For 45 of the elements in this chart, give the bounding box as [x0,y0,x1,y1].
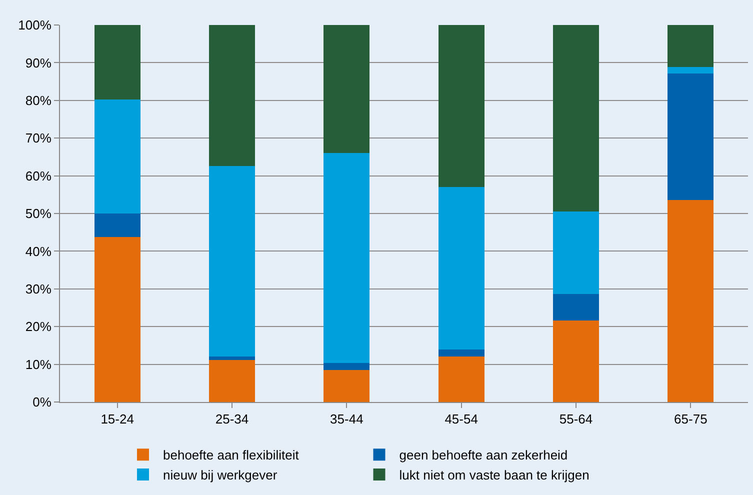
bar [324,370,370,402]
bar [94,236,140,402]
bar [324,153,370,364]
legend-label: nieuw bij werkgever [163,468,278,483]
bar [668,66,714,74]
y-tick-label: 80% [25,92,52,108]
bar [94,100,140,214]
y-tick-label: 100% [18,18,52,33]
bar [553,294,599,321]
legend-label: behoefte aan flexibiliteit [163,448,300,463]
bar [668,25,714,67]
bar [324,363,370,370]
bar [324,25,370,154]
legend-label: geen behoefte aan zekerheid [399,448,568,463]
x-tick-label: 45-54 [444,412,478,427]
bar [209,25,255,166]
y-tick-label: 0% [32,394,52,410]
legend-label: lukt niet om vaste baan te krijgen [399,468,590,483]
bar [553,25,599,212]
bar [668,200,714,402]
bar [438,350,484,356]
bar [553,212,599,294]
bar [438,356,484,402]
y-tick-label: 70% [25,130,52,146]
y-tick-label: 10% [25,356,52,372]
bar [438,25,484,188]
bar [438,187,484,350]
bar [668,74,714,200]
y-tick-label: 50% [25,206,52,222]
y-tick-label: 60% [25,168,52,184]
bar [94,214,140,237]
y-tick-label: 30% [25,281,52,296]
y-tick-label: 90% [25,55,52,70]
bar [553,320,599,402]
x-tick-label: 55-64 [559,412,593,427]
bar [94,25,140,100]
y-tick-label: 40% [25,244,52,259]
x-tick-label: 65-75 [674,412,708,427]
x-tick-label: 15-24 [100,412,134,427]
bar [209,356,255,360]
bar [209,360,255,402]
y-tick-label: 20% [25,319,52,334]
x-tick-label: 35-44 [330,412,364,427]
bar [209,166,255,356]
x-tick-label: 25-34 [215,412,249,427]
